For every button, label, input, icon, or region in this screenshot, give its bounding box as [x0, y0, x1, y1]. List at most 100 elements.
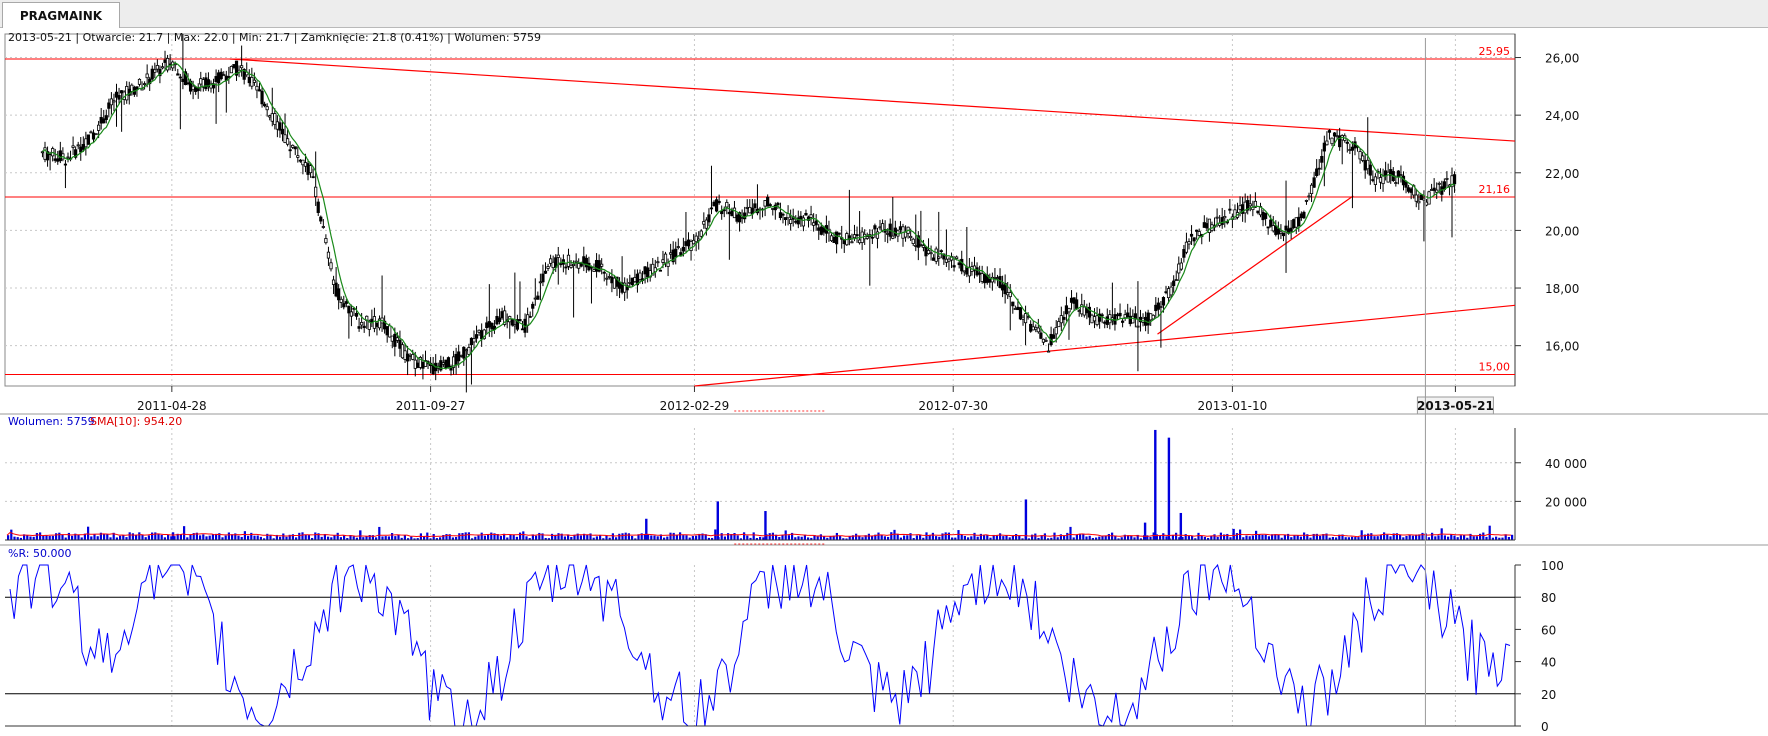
volume-bar [1360, 530, 1363, 540]
volume-bar [781, 534, 784, 540]
sma-label: SMA[10]: 954.20 [90, 415, 182, 428]
volume-bar [269, 534, 272, 540]
volume-bar [202, 534, 205, 540]
candle-body [390, 335, 394, 342]
candle-body [89, 131, 93, 134]
candle-body [1419, 194, 1423, 201]
candle-body [1189, 233, 1194, 237]
candle-body [684, 241, 688, 246]
candle-body [357, 326, 361, 329]
volume-bar [490, 532, 493, 540]
volume-bar [397, 534, 400, 540]
volume-bar [291, 534, 294, 540]
candle-body [676, 246, 680, 248]
candle-body [699, 230, 703, 237]
candle-body [952, 265, 956, 268]
volume-bar [1466, 537, 1469, 540]
volume-bar [829, 536, 832, 540]
volume-bar [656, 536, 659, 540]
candle-body [191, 85, 195, 91]
candle-body [293, 146, 297, 150]
volume-bar [474, 536, 477, 540]
candle-body [975, 267, 979, 276]
volume-bar [51, 535, 54, 540]
volume-bar [1111, 532, 1114, 540]
candle-body [1100, 314, 1104, 317]
candle-body [967, 267, 971, 277]
volume-bar [919, 535, 922, 540]
volume-spike-bar [1167, 437, 1171, 540]
volume-bar [976, 536, 979, 540]
volume-bar [1341, 534, 1344, 540]
tab-pragmaink[interactable]: PRAGMAINK [2, 2, 120, 28]
candle-body [893, 227, 897, 236]
candle-body [102, 118, 106, 124]
candle-body [1133, 313, 1137, 320]
candle-body [1052, 334, 1056, 339]
candle-body [490, 322, 494, 330]
candle-body [398, 339, 402, 349]
volume-bar [147, 535, 150, 540]
volume-bar [1402, 537, 1405, 540]
volume-bar [695, 535, 698, 540]
candle-body [1179, 262, 1183, 270]
volume-bar [823, 535, 826, 540]
candle-body [337, 288, 341, 301]
candle-body [988, 278, 992, 283]
candle-body [109, 98, 113, 106]
candle-body [1228, 208, 1232, 211]
candle-body [612, 277, 617, 289]
volume-bar [112, 532, 115, 540]
candle-body [342, 303, 346, 308]
volume-bar [179, 534, 182, 540]
candle-body [656, 261, 660, 264]
candle-body [633, 277, 637, 283]
candle-body [559, 263, 563, 266]
candle-body [944, 258, 949, 263]
volume-bar [653, 535, 656, 540]
candle-body [388, 325, 392, 338]
volume-bar [1152, 532, 1155, 540]
volume-bar [272, 538, 275, 540]
volume-bar [192, 533, 195, 540]
candle-body [1054, 327, 1058, 335]
candle-body [1187, 241, 1191, 245]
candle-body [610, 276, 614, 284]
candle-body [416, 362, 420, 368]
candle-body [74, 149, 78, 158]
volume-bar [563, 536, 566, 540]
candle-body [334, 282, 338, 297]
volume-bar [163, 537, 166, 540]
volume-bar [583, 533, 586, 540]
candle-body [303, 162, 308, 167]
chart-area[interactable]: 26,00 24,00 22,00 20,00 18,00 16,00 2011-04-28… [0, 28, 1768, 736]
volume-bar [87, 526, 90, 540]
candle-body [1105, 316, 1109, 325]
volume-bar [435, 538, 438, 540]
candle-body [796, 217, 800, 225]
volume-bar [819, 534, 822, 540]
volume-bar [1389, 536, 1392, 540]
candle-body [1115, 314, 1120, 317]
volume-bar [99, 532, 102, 540]
volume-bar [1287, 533, 1290, 540]
candle-body [97, 124, 101, 131]
volume-bar [471, 538, 474, 540]
candle-body [130, 84, 134, 92]
volume-bar [704, 534, 707, 540]
volume-bar [832, 535, 835, 540]
volume-bar [381, 536, 384, 540]
volume-spike-bar [1143, 522, 1147, 540]
volume-bar [1011, 535, 1014, 540]
volume-bar [259, 536, 262, 540]
candle-body [646, 267, 650, 278]
candle-body [526, 314, 530, 326]
volume-bar [93, 533, 96, 540]
volume-bar [1283, 534, 1286, 540]
candle-body [541, 273, 545, 283]
candle-body [1018, 307, 1023, 320]
volume-bar [647, 534, 650, 540]
volume-bar [720, 533, 723, 540]
candle-body [574, 260, 578, 263]
volume-bar [64, 537, 67, 540]
